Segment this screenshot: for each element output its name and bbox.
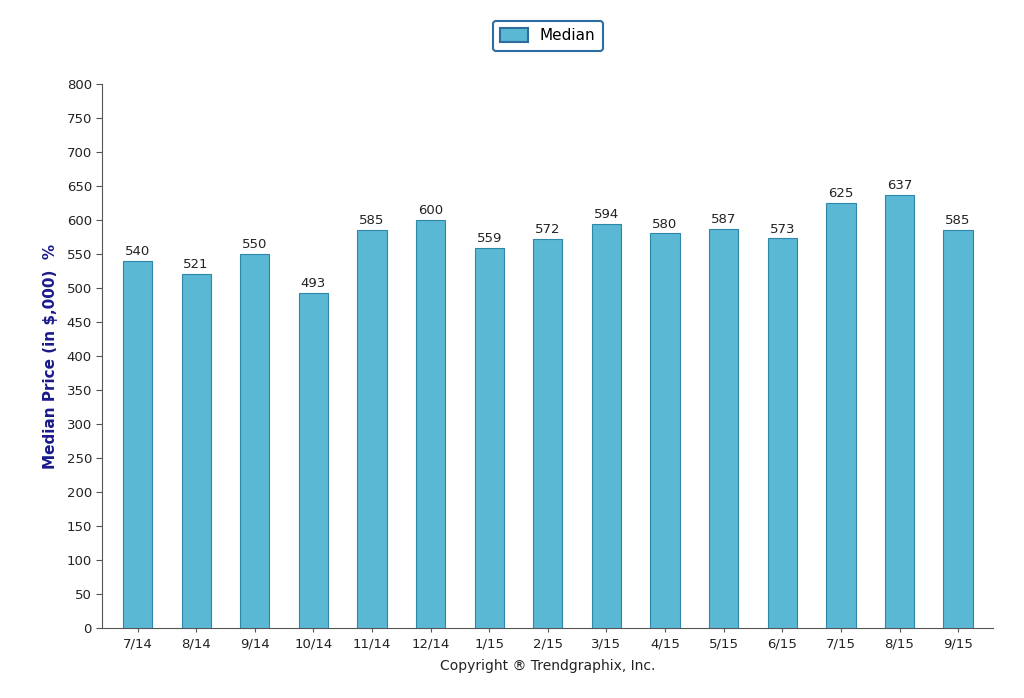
Bar bbox=[826, 203, 855, 628]
Bar bbox=[474, 248, 504, 628]
Text: 550: 550 bbox=[242, 238, 267, 251]
Text: 625: 625 bbox=[828, 187, 854, 200]
Bar bbox=[943, 230, 973, 628]
Bar bbox=[123, 260, 153, 628]
Bar bbox=[416, 220, 445, 628]
Bar bbox=[592, 224, 622, 628]
Text: 573: 573 bbox=[769, 223, 795, 235]
Bar bbox=[534, 239, 562, 628]
Bar bbox=[885, 195, 914, 628]
Bar bbox=[357, 230, 387, 628]
Text: 600: 600 bbox=[418, 204, 443, 217]
Text: 585: 585 bbox=[945, 214, 971, 228]
Bar bbox=[709, 229, 738, 628]
Text: 637: 637 bbox=[887, 179, 912, 192]
Text: 540: 540 bbox=[125, 245, 151, 258]
Text: 521: 521 bbox=[183, 258, 209, 271]
Text: 585: 585 bbox=[359, 214, 385, 228]
Bar bbox=[768, 238, 797, 628]
Text: 493: 493 bbox=[301, 277, 326, 290]
X-axis label: Copyright ® Trendgraphix, Inc.: Copyright ® Trendgraphix, Inc. bbox=[440, 658, 655, 673]
Text: 594: 594 bbox=[594, 208, 620, 221]
Y-axis label: Median Price (in $,000)  %: Median Price (in $,000) % bbox=[43, 244, 58, 468]
Bar bbox=[241, 254, 269, 628]
Text: 559: 559 bbox=[476, 232, 502, 245]
Text: 580: 580 bbox=[652, 218, 678, 231]
Legend: Median: Median bbox=[493, 21, 603, 51]
Bar bbox=[299, 292, 328, 628]
Bar bbox=[181, 274, 211, 628]
Bar bbox=[650, 233, 680, 628]
Text: 587: 587 bbox=[711, 213, 736, 226]
Text: 572: 572 bbox=[536, 223, 560, 236]
